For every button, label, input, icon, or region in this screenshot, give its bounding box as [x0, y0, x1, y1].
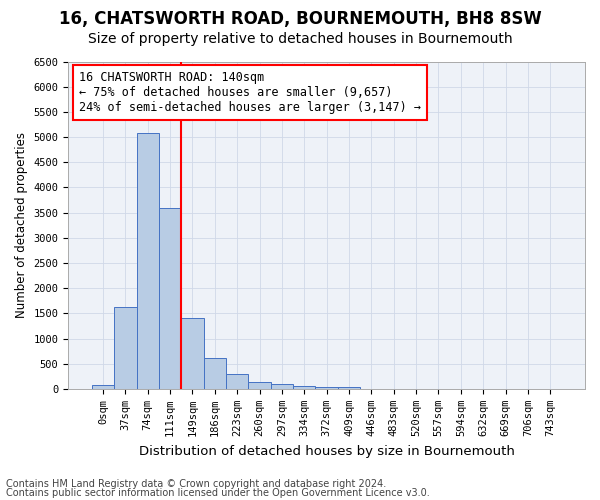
Bar [137, 134, 159, 389]
Bar [203, 358, 226, 389]
Text: 16 CHATSWORTH ROAD: 140sqm
← 75% of detached houses are smaller (9,657)
24% of s: 16 CHATSWORTH ROAD: 140sqm ← 75% of deta… [79, 72, 421, 114]
Bar [271, 384, 293, 389]
Text: 16, CHATSWORTH ROAD, BOURNEMOUTH, BH8 8SW: 16, CHATSWORTH ROAD, BOURNEMOUTH, BH8 8S… [59, 10, 541, 28]
Bar [181, 318, 203, 389]
Text: Size of property relative to detached houses in Bournemouth: Size of property relative to detached ho… [88, 32, 512, 46]
Bar [92, 385, 114, 389]
Bar [226, 374, 248, 389]
Bar [293, 386, 316, 389]
Bar [338, 387, 360, 389]
Y-axis label: Number of detached properties: Number of detached properties [15, 132, 28, 318]
Text: Contains public sector information licensed under the Open Government Licence v3: Contains public sector information licen… [6, 488, 430, 498]
Bar [114, 307, 137, 389]
Text: Contains HM Land Registry data © Crown copyright and database right 2024.: Contains HM Land Registry data © Crown c… [6, 479, 386, 489]
X-axis label: Distribution of detached houses by size in Bournemouth: Distribution of detached houses by size … [139, 444, 515, 458]
Bar [316, 387, 338, 389]
Bar [248, 382, 271, 389]
Bar [159, 208, 181, 389]
